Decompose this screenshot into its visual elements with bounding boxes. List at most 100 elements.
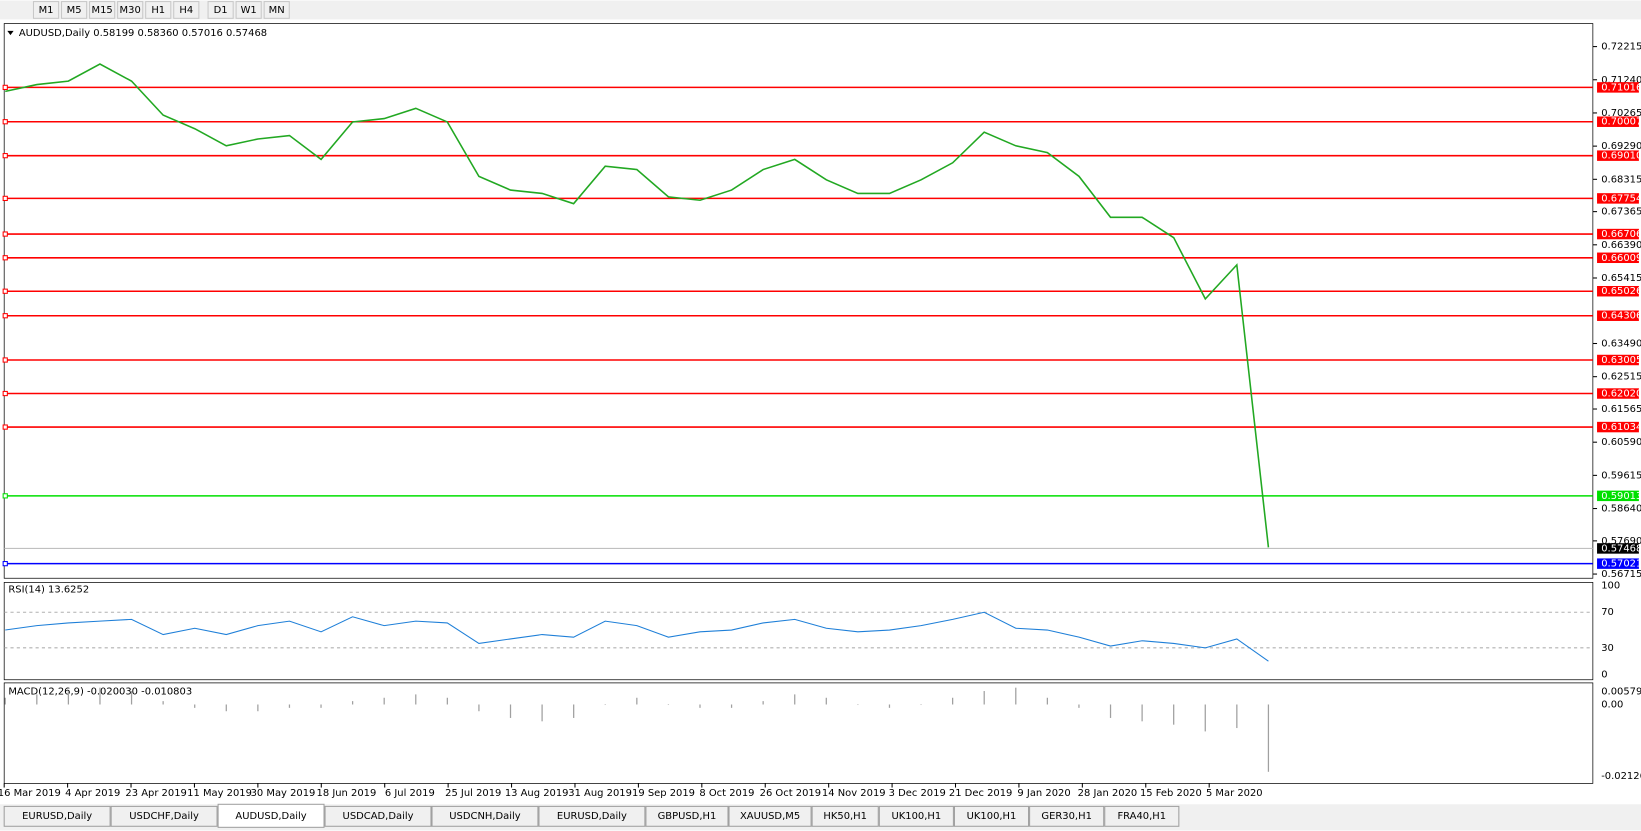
tab-label: EURUSD,Daily xyxy=(557,811,627,822)
y-tick-label: 0.71240 xyxy=(1601,75,1641,86)
tab-label: USDCAD,Daily xyxy=(343,811,414,822)
date-label: 5 Mar 2020 xyxy=(1206,788,1263,799)
macd-bar xyxy=(1236,704,1238,729)
level-label-box xyxy=(1597,421,1639,433)
macd-bar xyxy=(604,704,606,706)
tab-label: HK50,H1 xyxy=(823,811,867,822)
level-label-box xyxy=(1597,285,1639,297)
date-label: 30 May 2019 xyxy=(251,788,316,799)
macd-bar xyxy=(99,687,101,705)
timeframe-label: D1 xyxy=(214,5,228,16)
level-handle xyxy=(2,313,8,319)
level-label-box xyxy=(1597,354,1639,366)
level-handle xyxy=(2,84,8,91)
date-label: 8 Oct 2019 xyxy=(699,788,754,799)
date-label: 14 Nov 2019 xyxy=(822,788,886,799)
level-label-box xyxy=(1597,150,1639,161)
macd-bar xyxy=(636,697,638,705)
level-label: 0.66706 xyxy=(1601,229,1641,240)
tab[interactable] xyxy=(431,805,539,827)
timeframe-label: M1 xyxy=(39,5,54,16)
level-label: 0.63005 xyxy=(1601,355,1641,366)
level-handle xyxy=(2,195,8,202)
tab[interactable] xyxy=(728,805,812,827)
timeframe-label: MN xyxy=(269,5,285,16)
date-label: 28 Jan 2020 xyxy=(1078,788,1138,799)
macd-bar xyxy=(541,704,543,722)
macd-bar xyxy=(1046,697,1048,705)
rsi-line xyxy=(5,611,1269,662)
tab[interactable] xyxy=(645,805,729,827)
timeframe-button[interactable] xyxy=(61,1,88,19)
tab-label: UK100,H1 xyxy=(892,811,942,822)
tab[interactable] xyxy=(953,805,1030,827)
timeframe-button[interactable] xyxy=(263,1,290,19)
level-label: 0.71016 xyxy=(1601,82,1641,93)
y-tick-label: 0.59615 xyxy=(1601,470,1641,481)
tab-active[interactable] xyxy=(217,803,325,828)
date-label: 31 Aug 2019 xyxy=(568,788,632,799)
tab[interactable] xyxy=(538,805,646,827)
price-line xyxy=(5,63,1270,548)
level-handle xyxy=(2,493,8,499)
level-label: 0.59013 xyxy=(1601,491,1641,502)
tab-label: USDCHF,Daily xyxy=(129,811,199,822)
macd-bar xyxy=(573,704,575,718)
macd-bar xyxy=(509,704,512,718)
tab-label: USDCNH,Daily xyxy=(449,811,521,822)
date-label: 9 Jan 2020 xyxy=(1017,788,1070,799)
macd-bar xyxy=(67,691,70,705)
date-label: 11 May 2019 xyxy=(187,788,252,799)
date-label: 4 Apr 2019 xyxy=(65,788,120,799)
date-label: 26 Oct 2019 xyxy=(760,788,821,799)
chart-header: AUDUSD,Daily 0.58199 0.58360 0.57016 0.5… xyxy=(19,28,267,39)
timeframe-button[interactable] xyxy=(32,1,60,19)
macd-bar xyxy=(257,704,259,712)
tab-label: GER30,H1 xyxy=(1041,811,1091,822)
y-tick-label: 0.69290 xyxy=(1601,141,1641,152)
tab[interactable] xyxy=(1104,805,1180,827)
macd-bar xyxy=(194,704,196,708)
macd-bar xyxy=(857,704,859,706)
timeframe-button[interactable] xyxy=(173,1,200,19)
tab-label: EURUSD,Daily xyxy=(22,811,92,822)
macd-bar xyxy=(1141,704,1143,722)
tab[interactable] xyxy=(324,805,432,827)
level-label: 0.70007 xyxy=(1601,117,1641,128)
tab-label: FRA40,H1 xyxy=(1117,811,1166,822)
tab-label: XAUUSD,M5 xyxy=(740,811,800,822)
rsi-tick-label: 30 xyxy=(1601,643,1614,654)
timeframe-label: W1 xyxy=(241,5,257,16)
macd-bar xyxy=(794,694,796,705)
tab[interactable] xyxy=(1029,805,1105,827)
date-label: 19 Sep 2019 xyxy=(632,788,695,799)
y-tick-label: 0.72215 xyxy=(1601,42,1641,53)
timeframe-button[interactable] xyxy=(235,1,262,19)
tab-label: GBPUSD,H1 xyxy=(658,811,717,822)
level-label: 0.61034 xyxy=(1601,422,1641,433)
y-tick-label: 0.62515 xyxy=(1601,372,1641,383)
timeframe-button[interactable] xyxy=(207,1,234,19)
tab[interactable] xyxy=(811,805,879,827)
level-label: 0.57021 xyxy=(1601,559,1641,570)
timeframe-button[interactable] xyxy=(89,1,116,19)
tab[interactable] xyxy=(878,805,954,827)
timeframe-button[interactable] xyxy=(145,1,172,19)
level-handle xyxy=(2,119,8,125)
date-label: 21 Dec 2019 xyxy=(949,788,1012,799)
macd-bar xyxy=(415,694,417,705)
y-tick-label: 0.61565 xyxy=(1601,404,1641,415)
level-handle xyxy=(2,424,8,430)
date-label: 16 Mar 2019 xyxy=(0,788,61,799)
date-label: 3 Dec 2019 xyxy=(889,788,946,799)
level-label-box xyxy=(1597,310,1639,321)
tab[interactable] xyxy=(3,805,111,827)
timeframe-button[interactable] xyxy=(117,1,144,19)
date-label: 6 Jul 2019 xyxy=(385,788,435,799)
tab[interactable] xyxy=(110,805,218,827)
level-handle xyxy=(2,561,8,567)
y-tick-label: 0.57690 xyxy=(1601,536,1641,547)
level-label-box xyxy=(1597,116,1639,127)
level-label: 0.65026 xyxy=(1601,286,1641,297)
